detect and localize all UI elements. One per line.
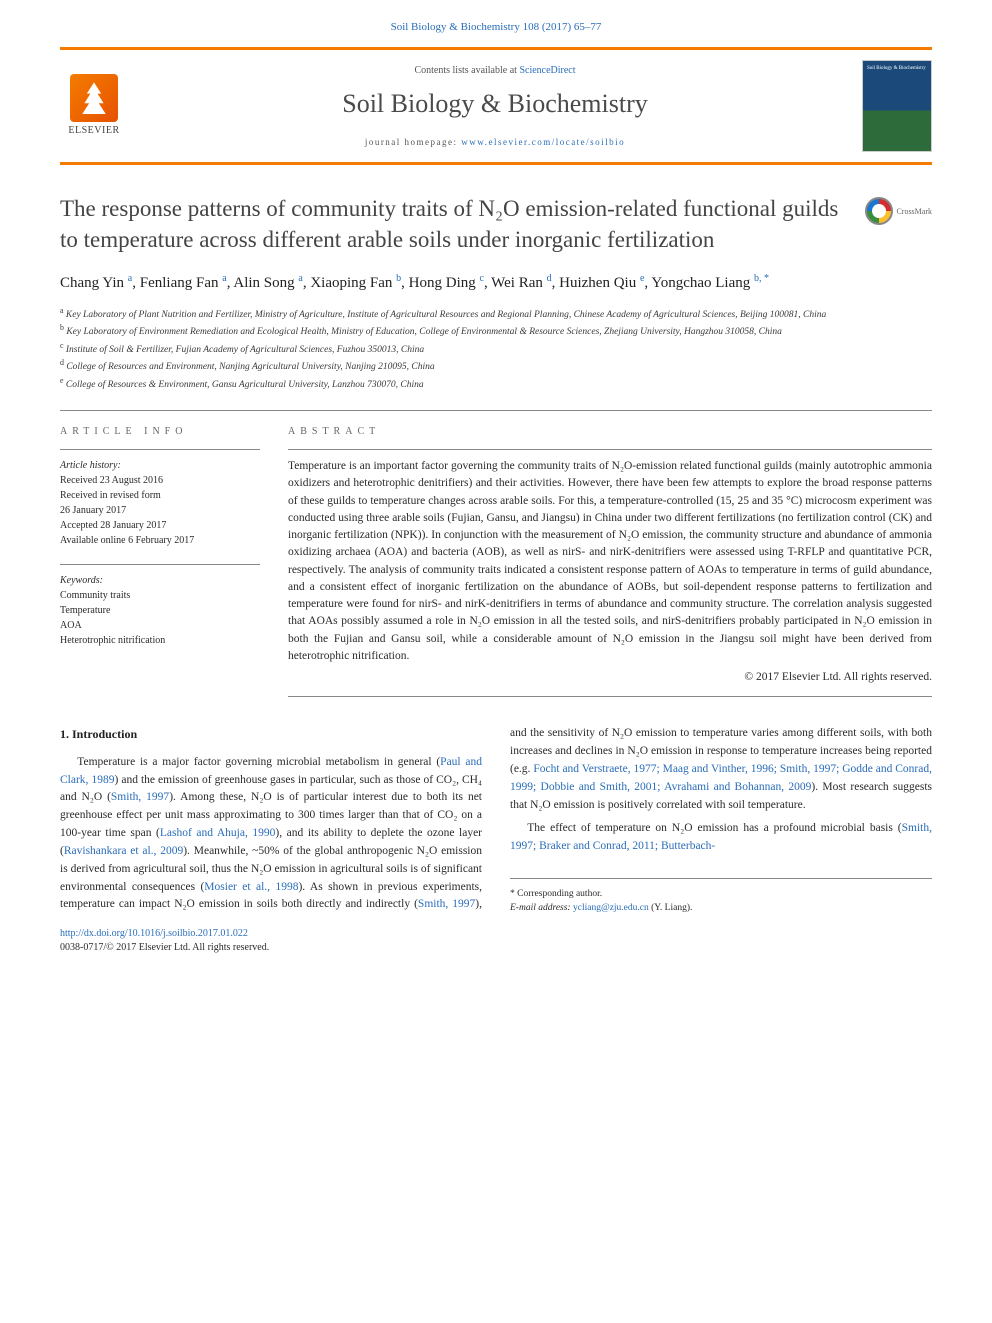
corresponding-note: * Corresponding author. — [510, 887, 932, 901]
article-title-block: CrossMark The response patterns of commu… — [60, 193, 932, 255]
intro-paragraph-2: The effect of temperature on N₂O emissio… — [510, 820, 932, 856]
crossmark-badge[interactable]: CrossMark — [865, 197, 932, 225]
affiliation-line: c Institute of Soil & Fertilizer, Fujian… — [60, 340, 932, 357]
publisher-logo: ELSEVIER — [60, 74, 128, 138]
header-center: Contents lists available at ScienceDirec… — [128, 64, 862, 149]
divider-rule — [60, 449, 260, 450]
issn-copyright-line: 0038-0717/© 2017 Elsevier Ltd. All right… — [60, 941, 932, 955]
corresponding-email-line: E-mail address: ycliang@zju.edu.cn (Y. L… — [510, 901, 932, 915]
author-list: Chang Yin a, Fenliang Fan a, Alin Song a… — [60, 271, 932, 295]
history-line: Available online 6 February 2017 — [60, 533, 260, 548]
citation-link[interactable]: Mosier et al., 1998 — [204, 881, 298, 893]
journal-homepage-line: journal homepage: www.elsevier.com/locat… — [140, 136, 850, 149]
journal-header: ELSEVIER Contents lists available at Sci… — [60, 47, 932, 165]
keywords-label: Keywords: — [60, 573, 260, 588]
abstract-body: Temperature is an important factor gover… — [288, 460, 932, 662]
affiliation-line: d College of Resources and Environment, … — [60, 357, 932, 374]
divider-rule — [288, 449, 932, 450]
crossmark-label: CrossMark — [896, 206, 932, 217]
corresponding-author-footer: * Corresponding author. E-mail address: … — [510, 878, 932, 916]
article-history-block: Article history: Received 23 August 2016… — [60, 458, 260, 548]
affiliations-list: a Key Laboratory of Plant Nutrition and … — [60, 305, 932, 392]
keywords-block: Keywords: Community traitsTemperatureAOA… — [60, 573, 260, 648]
abstract-copyright: © 2017 Elsevier Ltd. All rights reserved… — [288, 669, 932, 686]
affiliation-line: a Key Laboratory of Plant Nutrition and … — [60, 305, 932, 322]
text-run: The effect of temperature on N₂O emissio… — [527, 822, 901, 834]
corresponding-email-link[interactable]: ycliang@zju.edu.cn — [573, 903, 649, 913]
elsevier-tree-icon — [70, 74, 118, 122]
citation-link[interactable]: Lashof and Ahuja, 1990 — [160, 827, 276, 839]
keyword-line: Community traits — [60, 588, 260, 603]
divider-rule — [60, 564, 260, 565]
email-label: E-mail address: — [510, 903, 571, 913]
article-info-column: ARTICLE INFO Article history: Received 2… — [60, 425, 260, 697]
citation-link[interactable]: Smith, 1997 — [418, 898, 475, 910]
publisher-name: ELSEVIER — [60, 124, 128, 138]
body-text-columns: 1. Introduction Temperature is a major f… — [60, 725, 932, 915]
divider-rule — [60, 410, 932, 411]
journal-homepage-link[interactable]: www.elsevier.com/locate/soilbio — [461, 137, 625, 147]
journal-cover-thumb: Soil Biology & Biochemistry — [862, 60, 932, 152]
contents-available-line: Contents lists available at ScienceDirec… — [140, 64, 850, 78]
info-abstract-row: ARTICLE INFO Article history: Received 2… — [60, 425, 932, 697]
affiliation-line: e College of Resources & Environment, Ga… — [60, 375, 932, 392]
history-label: Article history: — [60, 458, 260, 473]
doi-footer: http://dx.doi.org/10.1016/j.soilbio.2017… — [60, 927, 932, 955]
history-line: 26 January 2017 — [60, 503, 260, 518]
keyword-line: Temperature — [60, 603, 260, 618]
history-line: Accepted 28 January 2017 — [60, 518, 260, 533]
citation-link[interactable]: Smith, 1997 — [111, 791, 169, 803]
email-attribution: (Y. Liang). — [649, 903, 693, 913]
contents-prefix: Contents lists available at — [414, 65, 519, 76]
keyword-line: Heterotrophic nitrification — [60, 633, 260, 648]
doi-link[interactable]: http://dx.doi.org/10.1016/j.soilbio.2017… — [60, 928, 248, 939]
section-heading-intro: 1. Introduction — [60, 725, 482, 744]
sciencedirect-link[interactable]: ScienceDirect — [519, 65, 575, 76]
journal-reference: Soil Biology & Biochemistry 108 (2017) 6… — [60, 20, 932, 35]
text-run: Temperature is a major factor governing … — [77, 756, 440, 768]
citation-link[interactable]: Ravishankara et al., 2009 — [64, 845, 183, 857]
keyword-line: AOA — [60, 618, 260, 633]
divider-rule — [288, 696, 932, 697]
history-line: Received 23 August 2016 — [60, 473, 260, 488]
abstract-heading: ABSTRACT — [288, 425, 932, 439]
article-info-heading: ARTICLE INFO — [60, 425, 260, 439]
article-title: The response patterns of community trait… — [60, 193, 932, 255]
abstract-column: ABSTRACT Temperature is an important fac… — [288, 425, 932, 697]
homepage-prefix: journal homepage: — [365, 137, 461, 147]
affiliation-line: b Key Laboratory of Environment Remediat… — [60, 322, 932, 339]
journal-title: Soil Biology & Biochemistry — [140, 86, 850, 122]
history-line: Received in revised form — [60, 488, 260, 503]
crossmark-icon — [865, 197, 893, 225]
abstract-text: Temperature is an important factor gover… — [288, 458, 932, 686]
